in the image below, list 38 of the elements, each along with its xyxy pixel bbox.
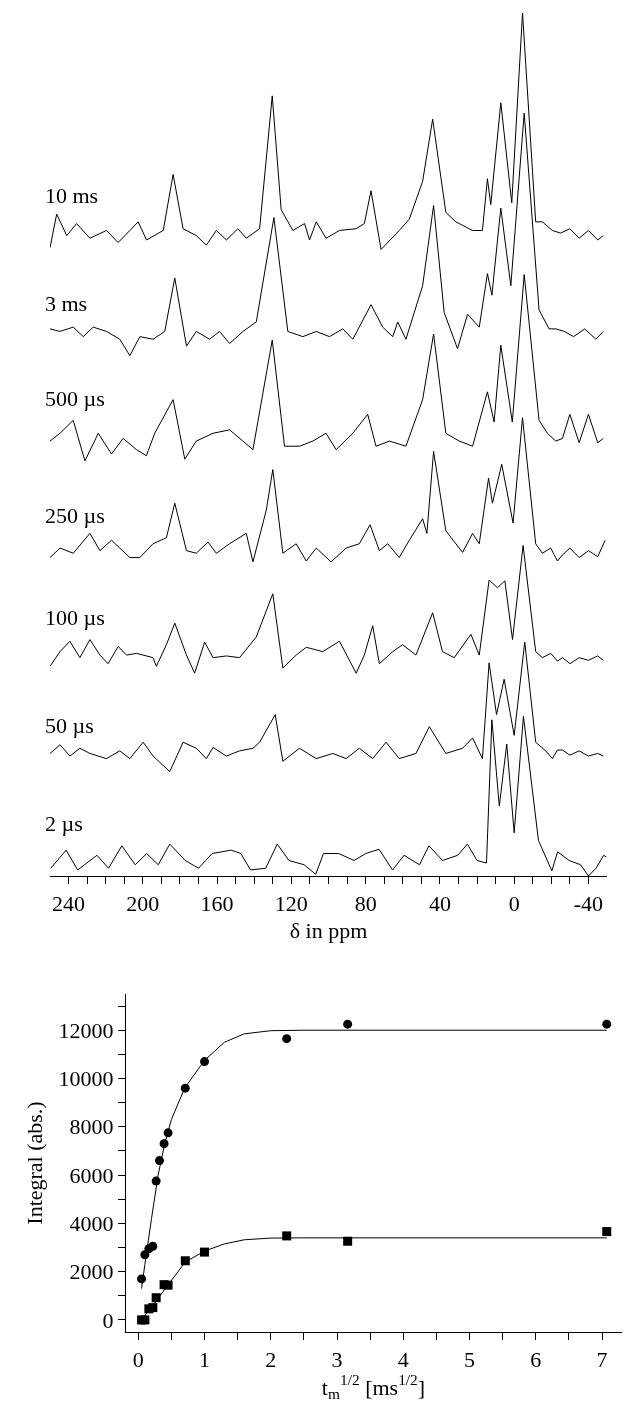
x-tick-label: 80 bbox=[354, 890, 377, 916]
series-label: 250 µs bbox=[45, 503, 105, 528]
x-axis-title: δ in ppm bbox=[289, 918, 368, 944]
x-tick-label: 6 bbox=[530, 1346, 542, 1372]
y-tick-label: 2000 bbox=[69, 1259, 114, 1285]
x-tick-label: 0 bbox=[508, 890, 520, 916]
point bbox=[148, 1241, 158, 1251]
series-label: 100 µs bbox=[45, 605, 105, 630]
series-label: 10 ms bbox=[45, 183, 99, 208]
point bbox=[343, 1019, 353, 1029]
y-tick-label: 10000 bbox=[58, 1066, 114, 1092]
series-label: 2 µs bbox=[45, 811, 83, 836]
x-tick-label: 0 bbox=[132, 1346, 144, 1372]
x-tick-label: 160 bbox=[200, 890, 234, 916]
x-tick-label: -40 bbox=[573, 890, 604, 916]
x-tick-label: 2 bbox=[265, 1346, 277, 1372]
y-tick-label: 8000 bbox=[69, 1114, 114, 1140]
series-label: 3 ms bbox=[45, 291, 88, 316]
point bbox=[282, 1034, 292, 1044]
x-tick-label: 7 bbox=[596, 1346, 608, 1372]
x-axis-title: t$_{m}$$^{1/2}$ [ms$^{1/2}$] bbox=[321, 1371, 426, 1403]
x-tick-label: 120 bbox=[274, 890, 308, 916]
x-tick-label: 240 bbox=[52, 890, 86, 916]
x-tick-label: 200 bbox=[126, 890, 160, 916]
x-tick-label: 40 bbox=[428, 890, 451, 916]
point bbox=[602, 1019, 612, 1029]
y-tick-label: 6000 bbox=[69, 1162, 114, 1188]
y-tick-label: 4000 bbox=[69, 1211, 114, 1237]
x-tick-label: 1 bbox=[199, 1346, 211, 1372]
y-axis-title: Integral (abs.) bbox=[22, 1101, 48, 1225]
y-tick-label: 12000 bbox=[58, 1017, 114, 1043]
x-tick-label: 5 bbox=[464, 1346, 476, 1372]
series-label: 50 µs bbox=[45, 713, 94, 738]
series-label: 500 µs bbox=[45, 386, 105, 411]
y-tick-label: 0 bbox=[102, 1307, 114, 1333]
point bbox=[602, 1227, 612, 1237]
x-tick-label: 3 bbox=[331, 1346, 343, 1372]
x-tick-label: 4 bbox=[397, 1346, 409, 1372]
